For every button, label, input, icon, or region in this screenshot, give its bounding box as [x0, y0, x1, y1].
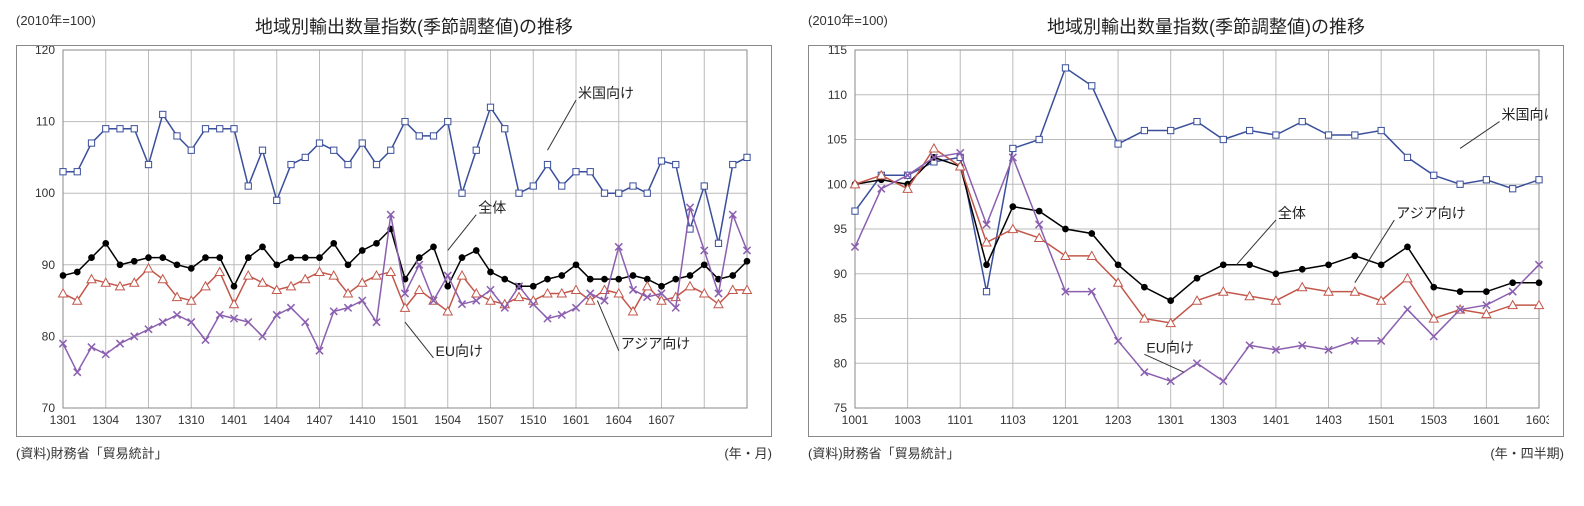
source-label: (資料)財務省「貿易統計」: [16, 443, 168, 462]
svg-text:80: 80: [834, 356, 848, 370]
svg-text:1407: 1407: [306, 413, 333, 427]
svg-text:1301: 1301: [1157, 413, 1184, 427]
chart-panel-0: (2010年=100)地域別輸出数量指数(季節調整値)の推移7080901001…: [0, 0, 792, 506]
annotation: アジア向け: [1396, 205, 1465, 221]
chart-title: 地域別輸出数量指数(季節調整値)の推移: [848, 13, 1564, 39]
svg-text:1304: 1304: [92, 413, 119, 427]
svg-text:1501: 1501: [1368, 413, 1395, 427]
svg-text:1504: 1504: [434, 413, 461, 427]
annotation: 米国向け: [578, 85, 634, 101]
plot-area: 7580859095100105110115100110031101110312…: [808, 45, 1564, 437]
svg-text:1604: 1604: [605, 413, 632, 427]
svg-text:1001: 1001: [842, 413, 869, 427]
svg-text:90: 90: [42, 258, 56, 272]
svg-text:90: 90: [834, 267, 848, 281]
series-EU向け: [855, 153, 1539, 381]
plot-area: 7080901001101201301130413071310140114041…: [16, 45, 772, 437]
svg-text:115: 115: [828, 46, 847, 57]
svg-text:120: 120: [35, 46, 55, 57]
svg-text:1507: 1507: [477, 413, 504, 427]
svg-text:1410: 1410: [349, 413, 376, 427]
svg-text:1510: 1510: [520, 413, 547, 427]
annotation: 全体: [478, 200, 506, 216]
chart-panel-1: (2010年=100)地域別輸出数量指数(季節調整値)の推移7580859095…: [792, 0, 1584, 506]
svg-text:1403: 1403: [1315, 413, 1342, 427]
svg-text:1003: 1003: [894, 413, 921, 427]
annotation: 全体: [1278, 205, 1306, 221]
svg-text:80: 80: [42, 329, 56, 343]
svg-text:1603: 1603: [1526, 413, 1549, 427]
svg-text:1103: 1103: [1000, 413, 1026, 427]
svg-text:1501: 1501: [392, 413, 419, 427]
svg-text:1401: 1401: [221, 413, 248, 427]
svg-text:110: 110: [36, 115, 55, 129]
svg-text:1203: 1203: [1105, 413, 1132, 427]
x-unit-label: (年・四半期): [1490, 443, 1564, 462]
svg-text:1303: 1303: [1210, 413, 1237, 427]
svg-text:85: 85: [834, 312, 848, 326]
svg-text:105: 105: [827, 133, 847, 147]
source-label: (資料)財務省「貿易統計」: [808, 443, 960, 462]
svg-text:1404: 1404: [263, 413, 290, 427]
svg-text:1301: 1301: [50, 413, 77, 427]
annotation: EU向け: [436, 343, 483, 359]
svg-text:1401: 1401: [1263, 413, 1290, 427]
svg-text:1601: 1601: [1473, 413, 1500, 427]
series-米国向け: [855, 68, 1539, 292]
svg-text:1503: 1503: [1420, 413, 1447, 427]
annotation: アジア向け: [621, 336, 690, 352]
svg-text:1307: 1307: [135, 413, 162, 427]
svg-text:1101: 1101: [947, 413, 973, 427]
svg-text:100: 100: [35, 186, 55, 200]
svg-text:1607: 1607: [648, 413, 675, 427]
svg-text:1201: 1201: [1052, 413, 1079, 427]
annotation: EU向け: [1146, 339, 1193, 355]
svg-text:110: 110: [828, 88, 847, 102]
x-unit-label: (年・月): [724, 443, 772, 462]
svg-text:1601: 1601: [563, 413, 590, 427]
svg-text:1310: 1310: [178, 413, 205, 427]
svg-text:100: 100: [827, 177, 847, 191]
chart-title: 地域別輸出数量指数(季節調整値)の推移: [56, 13, 772, 39]
svg-text:95: 95: [834, 222, 848, 236]
annotation: 米国向け: [1502, 107, 1549, 123]
